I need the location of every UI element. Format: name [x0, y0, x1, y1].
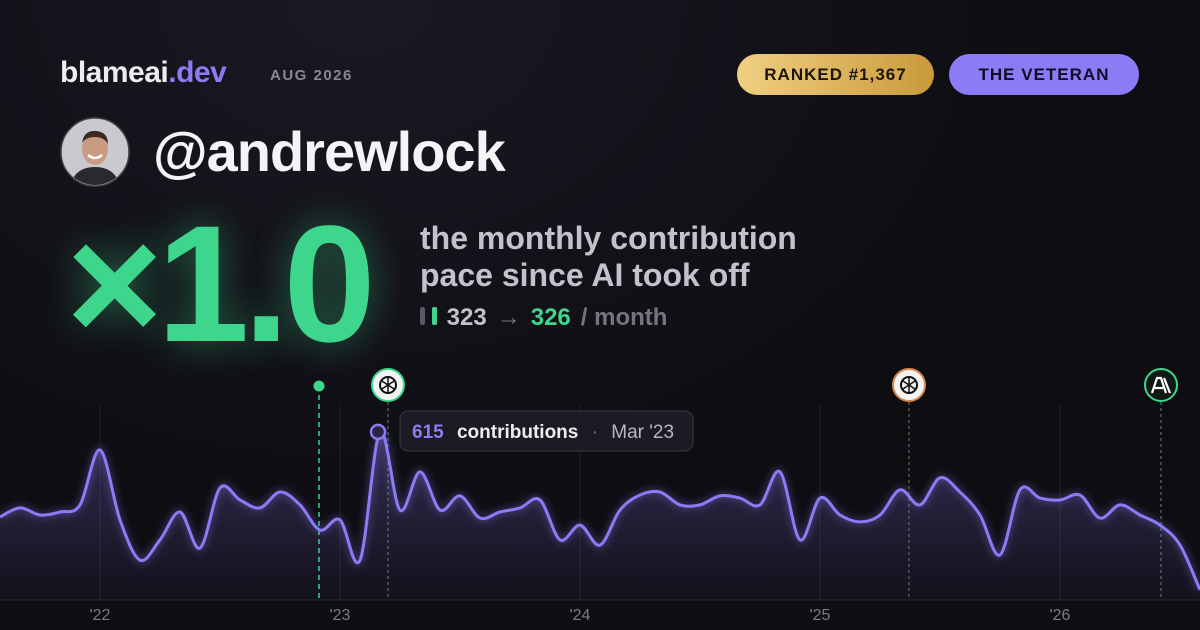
tooltip-label: contributions — [457, 422, 578, 443]
event-icon — [371, 368, 405, 402]
tooltip: 615 contributions · Mar '23 — [399, 410, 694, 452]
tooltip-value: 615 — [412, 422, 444, 443]
headline-line: the monthly contribution — [420, 220, 797, 256]
avatar — [60, 117, 130, 187]
pace-arrow: → — [496, 304, 521, 331]
brand-suffix: .dev — [168, 56, 227, 89]
x-tick-label: '23 — [330, 607, 351, 624]
tooltip-box — [399, 410, 694, 452]
event-icon — [1144, 368, 1178, 402]
event-icon — [892, 368, 926, 402]
pace-after: 326 — [530, 304, 571, 331]
title-badge: THE VETERAN — [949, 54, 1139, 95]
brand-name: blameai — [60, 56, 169, 89]
x-tick-label: '25 — [810, 607, 831, 624]
brand: blameai.dev — [60, 56, 227, 90]
user-handle: @andrewlock — [153, 120, 506, 183]
highlight-point — [369, 423, 387, 441]
tooltip-sep: · — [592, 422, 598, 443]
pace: 323 → 326 / month — [420, 304, 667, 332]
x-tick-label: '22 — [90, 607, 111, 624]
pace-before: 323 — [446, 304, 487, 331]
headline-line: pace since AI took off — [420, 257, 750, 293]
rank-badge: RANKED #1,367 — [737, 54, 934, 95]
x-tick-label: '26 — [1050, 607, 1071, 624]
period: AUG 2026 — [270, 67, 353, 84]
line — [0, 430, 1200, 591]
multiplier: ×1.0 — [66, 192, 376, 377]
tooltip-text: 615 contributions · Mar '23 — [412, 422, 674, 443]
area — [0, 431, 1200, 600]
tooltip-date: Mar '23 — [611, 422, 674, 443]
pace-unit: / month — [580, 304, 668, 331]
event-dot — [313, 380, 325, 392]
x-tick-label: '24 — [570, 607, 591, 624]
pace-icon — [420, 304, 437, 332]
